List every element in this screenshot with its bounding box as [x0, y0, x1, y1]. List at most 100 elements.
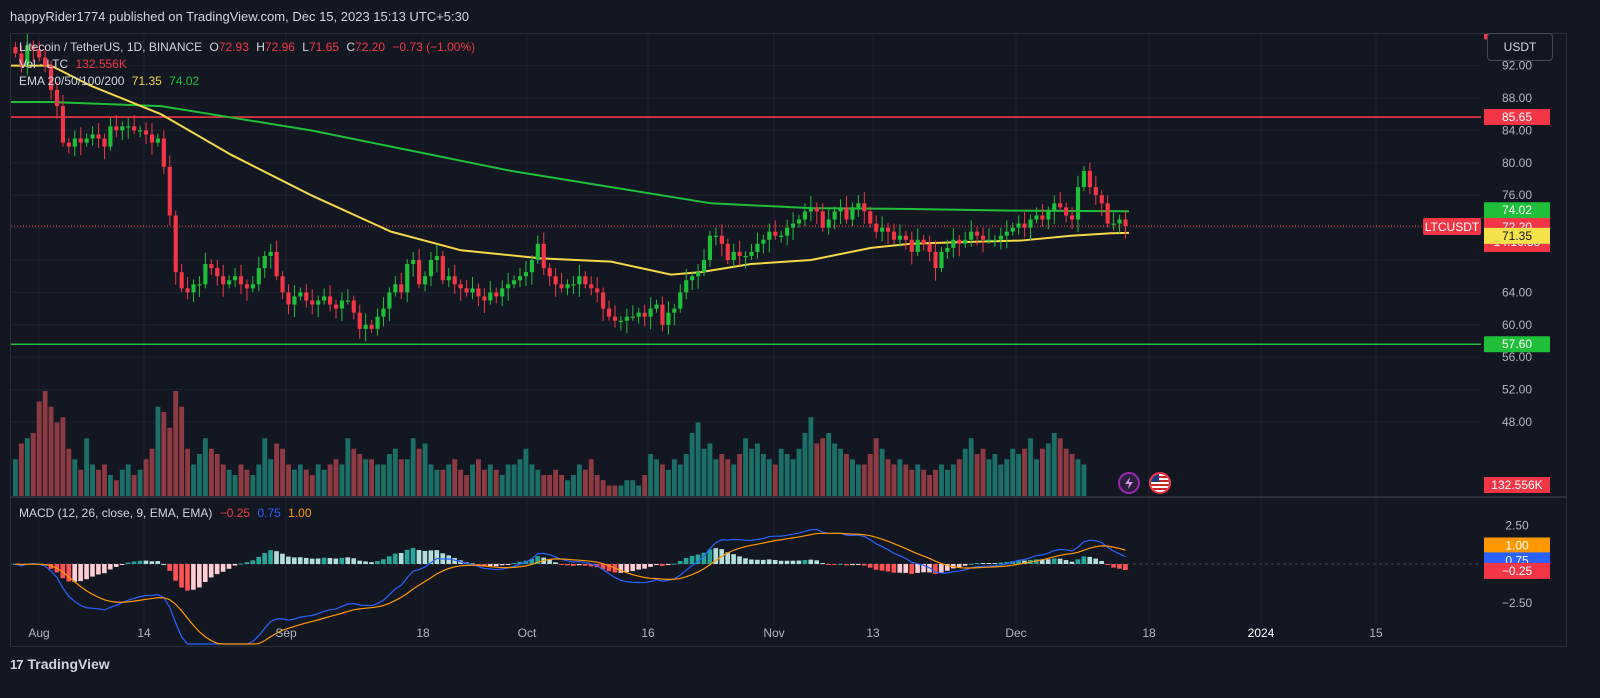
- volume-bar: [974, 454, 980, 496]
- macd-label[interactable]: MACD (12, 26, close, 9, EMA, EMA): [19, 506, 213, 520]
- macd-tick-label: −2.50: [1502, 596, 1533, 610]
- ema-badge-label: 71.35: [1502, 229, 1532, 243]
- volume-bar: [327, 464, 333, 496]
- candle-body: [464, 288, 469, 293]
- macd-histogram-bar: [1016, 560, 1021, 564]
- volume-bar: [452, 459, 458, 496]
- macd-histogram-bar: [944, 564, 950, 571]
- candle-body: [701, 260, 707, 273]
- volume-bar: [345, 438, 351, 496]
- macd-histogram-bar: [410, 547, 416, 564]
- x-axis-label: 18: [1142, 626, 1156, 640]
- candle-body: [856, 203, 861, 208]
- candle-body: [191, 284, 196, 293]
- macd-histogram-bar: [654, 564, 659, 566]
- candle-body: [48, 65, 54, 90]
- volume-bar: [375, 464, 380, 496]
- volume-bar: [630, 480, 636, 496]
- volume-bar: [606, 485, 612, 496]
- candle-body: [274, 251, 279, 277]
- currency-button[interactable]: USDT: [1487, 33, 1553, 61]
- candle-body: [363, 324, 368, 329]
- candle-body: [345, 300, 350, 302]
- candle-body: [310, 300, 315, 305]
- volume-label[interactable]: Vol · LTC: [19, 57, 69, 71]
- candle-body: [737, 251, 742, 256]
- macd-histogram-bar: [309, 558, 315, 564]
- candle-body: [511, 280, 517, 285]
- footer-brand[interactable]: 17 TradingView: [10, 656, 110, 672]
- macd-histogram-bar: [571, 564, 576, 566]
- volume-bar: [879, 448, 885, 496]
- macd-histogram-bar: [565, 564, 570, 566]
- candle-body: [1016, 223, 1021, 228]
- volume-bar: [30, 433, 36, 496]
- candle-body: [1117, 219, 1122, 224]
- us-flag-icon[interactable]: [1149, 472, 1171, 494]
- macd-histogram-bar: [167, 564, 172, 571]
- macd-badge-label: −0.25: [1502, 564, 1533, 578]
- candle-body: [624, 316, 629, 321]
- publish-bar: happyRider1774 published on TradingView.…: [0, 0, 1600, 32]
- macd-histogram-bar: [778, 560, 784, 564]
- ema-legend: EMA 20/50/100/200 71.35 74.02: [19, 74, 203, 88]
- volume-bar: [576, 464, 582, 496]
- chart-panel[interactable]: 92.00 88.00 84.00 80.00 76.00 64.00 60.00 56.00…: [10, 33, 1567, 647]
- macd-histogram-bar: [292, 557, 297, 564]
- lightning-icon[interactable]: [1118, 472, 1140, 494]
- volume-bar: [96, 469, 101, 496]
- x-axis-label: 13: [866, 626, 880, 640]
- macd-histogram-bar: [986, 563, 992, 565]
- macd-histogram-bar: [297, 557, 303, 564]
- macd-histogram-bar: [600, 564, 606, 570]
- macd-histogram-bar: [375, 561, 380, 564]
- macd-histogram-bar: [476, 564, 481, 565]
- macd-histogram-bar: [660, 564, 665, 566]
- macd-histogram-bar: [998, 562, 1004, 564]
- ema-label[interactable]: EMA 20/50/100/200: [19, 74, 125, 88]
- macd-histogram-bar: [179, 564, 184, 588]
- macd-histogram-bar: [630, 564, 635, 572]
- candle-body: [577, 276, 582, 285]
- macd-histogram-bar: [814, 560, 820, 564]
- volume-bar: [772, 464, 778, 496]
- volume-bar: [1022, 448, 1028, 496]
- macd-histogram-bar: [897, 564, 903, 573]
- volume-bar: [814, 443, 820, 496]
- x-axis-label: 18: [416, 626, 430, 640]
- candle-body: [969, 231, 974, 240]
- candle-body: [203, 264, 208, 285]
- macd-badge: [1484, 562, 1550, 579]
- volume-bar: [280, 448, 285, 496]
- volume-bar: [737, 454, 743, 496]
- candle-body: [862, 203, 867, 212]
- macd-histogram-bar: [796, 560, 802, 564]
- volume-bar: [232, 475, 238, 496]
- volume-bar: [677, 464, 683, 496]
- chart-canvas[interactable]: 92.00 88.00 84.00 80.00 76.00 64.00 60.00 56.00…: [11, 34, 1566, 646]
- macd-histogram-bar: [701, 552, 707, 564]
- macd-histogram-bar: [683, 558, 689, 564]
- candle-body: [1046, 211, 1051, 220]
- macd-histogram-bar: [208, 564, 214, 578]
- macd-histogram-bar: [1069, 561, 1075, 564]
- price-tick-label: 80.00: [1502, 156, 1532, 170]
- candle-body: [126, 126, 131, 128]
- open-value: 72.93: [218, 40, 249, 54]
- macd-histogram-bar: [665, 564, 671, 565]
- macd-histogram-bar: [921, 564, 926, 573]
- macd-histogram-bar: [535, 556, 541, 564]
- volume-bar: [286, 464, 291, 496]
- macd-histogram-bar: [1117, 564, 1122, 569]
- macd-histogram-bar: [185, 564, 190, 591]
- symbol-title[interactable]: Litecoin / TetherUS, 1D, BINANCE: [19, 40, 203, 54]
- candle-body: [957, 239, 962, 244]
- macd-histogram-bar: [327, 558, 333, 564]
- macd-histogram-bar: [737, 556, 742, 564]
- volume-bar: [90, 464, 96, 496]
- candle-body: [790, 223, 796, 228]
- volume-bar: [493, 469, 499, 496]
- macd-histogram-bar: [1075, 559, 1081, 564]
- volume-legend: Vol · LTC 132.556K: [19, 57, 131, 71]
- volume-bar: [1051, 433, 1057, 496]
